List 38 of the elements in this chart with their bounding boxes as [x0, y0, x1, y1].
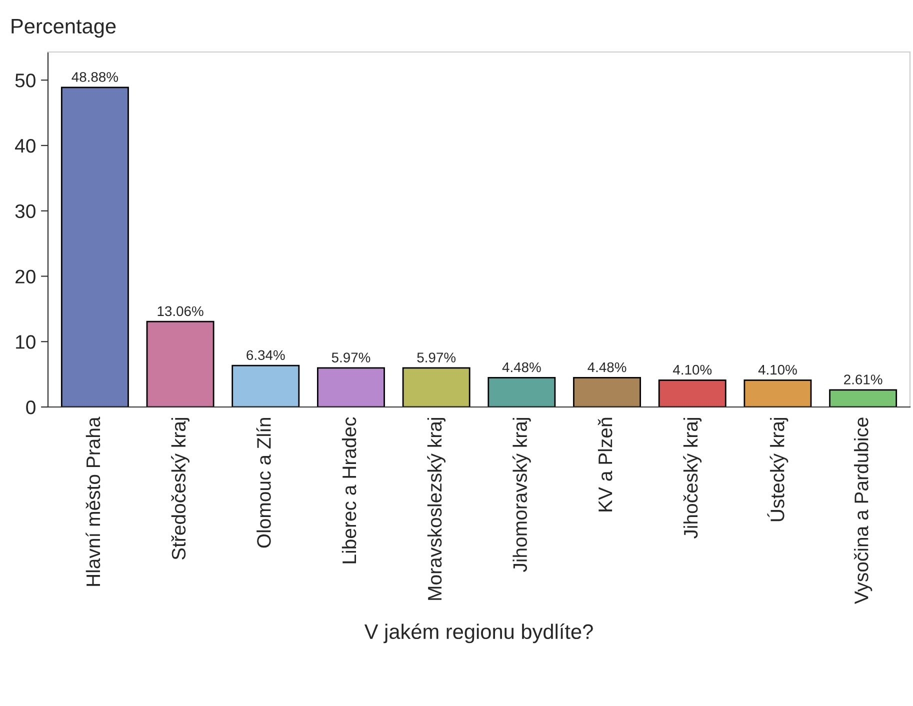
data-label: 4.48% — [588, 362, 626, 372]
x-tick-label: Jihočeský kraj — [683, 418, 702, 539]
x-axis-title: V jakém regionu bydlíte? — [364, 624, 593, 644]
bar — [488, 377, 556, 407]
y-tick-label: 20 — [16, 270, 36, 284]
data-label: 4.10% — [672, 364, 712, 375]
y-axis-title: Percentage — [12, 19, 116, 38]
data-label: 4.48% — [502, 362, 541, 372]
x-tick-label: Vysočina a Pardubice — [854, 418, 872, 604]
y-tick-label: 10 — [16, 335, 36, 349]
bar — [232, 364, 300, 407]
x-tick-label: KV a Plzeň — [598, 418, 612, 512]
bar — [60, 86, 129, 407]
data-label: 48.88% — [72, 72, 118, 82]
y-tick-label: 30 — [15, 204, 36, 218]
data-label: 2.61% — [844, 374, 882, 384]
x-tick-label: Moravskoslezský kraj — [427, 418, 446, 600]
x-tick-label: Ústecký kraj — [767, 418, 788, 522]
x-tick-label: Olomouc a Zlín — [256, 418, 271, 548]
bar — [829, 389, 898, 407]
y-tick-label: 0 — [26, 400, 36, 414]
bar — [573, 377, 641, 407]
x-tick-label: Liberec a Hradec — [342, 417, 356, 564]
x-tick-label: Středočeský kraj — [171, 418, 190, 560]
bar — [402, 367, 470, 407]
x-tick-label: Hlavní město Praha — [86, 416, 100, 586]
y-tick-label: 40 — [15, 138, 36, 153]
y-tick-label: 50 — [15, 74, 36, 88]
data-label: 5.97% — [332, 352, 370, 362]
bar — [658, 380, 726, 407]
data-label: 4.10% — [758, 364, 797, 375]
x-tick-label: Jihomoravský kraj — [512, 418, 531, 572]
data-label: 5.97% — [417, 352, 456, 362]
bar — [146, 320, 214, 407]
bar — [744, 380, 812, 407]
data-label: 13.06% — [158, 306, 204, 316]
data-label: 6.34% — [246, 350, 285, 360]
bar — [317, 367, 385, 407]
